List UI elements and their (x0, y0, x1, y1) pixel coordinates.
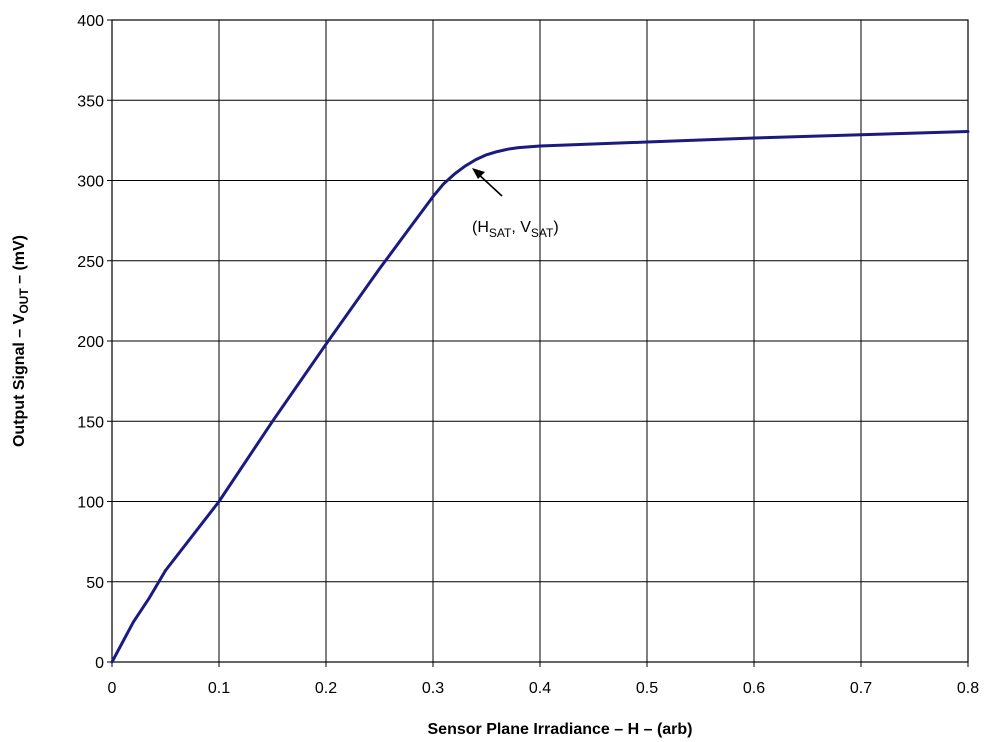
annotation-arrowhead (472, 168, 485, 179)
x-tick-label: 0 (108, 680, 117, 697)
y-tick-label: 350 (77, 93, 104, 110)
tick-labels: 0 0.1 0.2 0.3 0.4 0.5 0.6 0.7 0.8 0 50 100 150 200 250… (77, 13, 979, 697)
saturation-annotation: (HSAT, VSAT) (472, 168, 559, 240)
y-tick-label: 150 (77, 414, 104, 431)
x-tick-label: 0.5 (636, 680, 658, 697)
y-axis-title: Output Signal – VOUT – (mV) (11, 235, 31, 447)
x-tick-label: 0.3 (422, 680, 444, 697)
y-tick-label: 400 (77, 13, 104, 30)
x-tick-label: 0.7 (850, 680, 872, 697)
plot-frame (111, 19, 969, 663)
x-tick-label: 0.6 (743, 680, 765, 697)
y-tick-label: 50 (86, 575, 104, 592)
y-tick-label: 300 (77, 174, 104, 191)
y-tick-label: 0 (95, 655, 104, 672)
x-tick-label: 0.2 (315, 680, 337, 697)
y-tick-label: 250 (77, 254, 104, 271)
x-axis-title: Sensor Plane Irradiance – H – (arb) (428, 721, 693, 738)
annotation-label: (HSAT, VSAT) (472, 219, 559, 240)
grid (107, 19, 969, 667)
x-tick-label: 0.4 (529, 680, 551, 697)
y-tick-label: 100 (77, 495, 104, 512)
x-tick-label: 0.8 (957, 680, 979, 697)
y-tick-label: 200 (77, 334, 104, 351)
series-line-output-signal (110, 130, 970, 664)
x-tick-label: 0.1 (208, 680, 230, 697)
